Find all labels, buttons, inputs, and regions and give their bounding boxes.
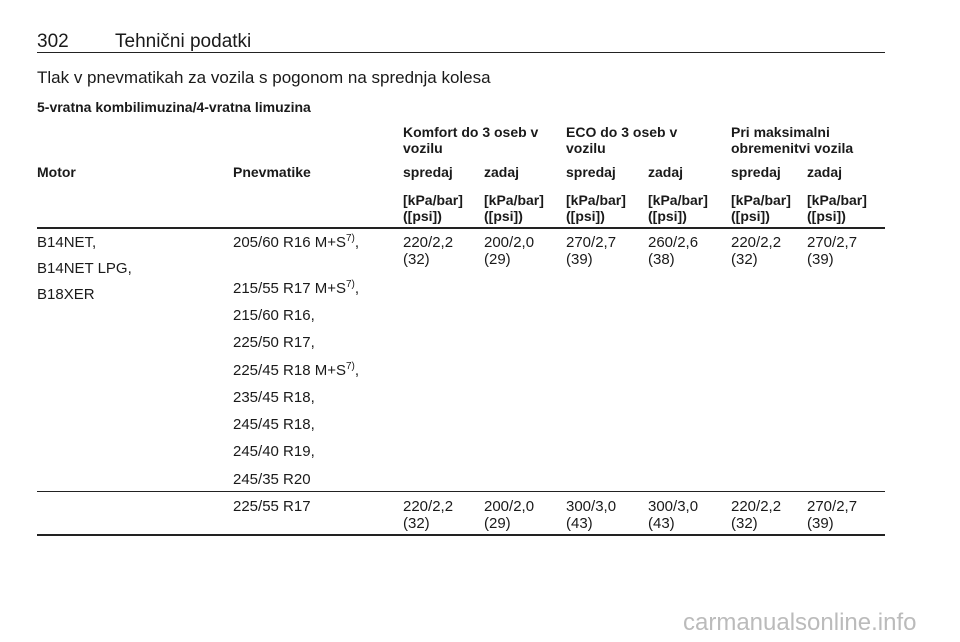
rule [37, 534, 885, 536]
pressure: (39) [566, 251, 593, 268]
unit: ([psi]) [484, 208, 523, 224]
pressure: (32) [403, 251, 430, 268]
pressure: 270/2,7 [807, 234, 858, 251]
unit: ([psi]) [807, 208, 846, 224]
tire: 235/45 R18, [233, 389, 315, 406]
motor: B14NET LPG, [37, 260, 132, 277]
pressure: (39) [807, 515, 834, 532]
unit: [kPa/bar] [731, 192, 791, 208]
tire: 225/50 R17, [233, 334, 315, 351]
pressure: 220/2,2 [403, 498, 454, 515]
unit: [kPa/bar] [484, 192, 544, 208]
footnote: 7) [346, 361, 355, 372]
punctuation: , [354, 280, 360, 297]
tire-size: 235/45 R18, [233, 389, 315, 406]
unit: [kPa/bar] [807, 192, 867, 208]
pressure: 300/3,0 [566, 498, 617, 515]
tire-size: 225/45 R18 M+S [233, 362, 346, 379]
pressure: (32) [731, 251, 758, 268]
section-title: Tehnični podatki [115, 31, 252, 52]
tire-size: 215/55 R17 M+S [233, 280, 346, 297]
punctuation: , [354, 234, 360, 251]
pressure: 260/2,6 [648, 234, 699, 251]
unit: [kPa/bar] [403, 192, 463, 208]
unit: ([psi]) [648, 208, 687, 224]
tire-size: 225/50 R17, [233, 334, 315, 351]
motor: B18XER [37, 286, 95, 303]
pressure: (39) [807, 251, 834, 268]
pressure: (29) [484, 251, 511, 268]
pressure: 300/3,0 [648, 498, 699, 515]
pressure: (32) [731, 515, 758, 532]
punctuation: , [354, 362, 360, 379]
unit: ([psi]) [731, 208, 770, 224]
footnote: 7) [346, 279, 355, 290]
title: Tlak v pnevmatikah za vozila s pogonom n… [37, 68, 491, 87]
tire: 225/45 R18 M+S7), [233, 361, 360, 380]
group-header: ECO do 3 oseb v vozilu [566, 124, 678, 156]
column-header: zadaj [648, 164, 684, 180]
group-header: Komfort do 3 oseb v vozilu [403, 124, 539, 156]
pressure: 270/2,7 [566, 234, 617, 251]
page-number: 302 [37, 31, 69, 52]
footnote: 7) [346, 233, 355, 244]
pressure: (29) [484, 515, 511, 532]
pressure: (38) [648, 251, 675, 268]
watermark: carmanualsonline.info [683, 609, 917, 636]
pressure: 220/2,2 [403, 234, 454, 251]
pressure: 200/2,0 [484, 498, 535, 515]
pressure: 270/2,7 [807, 498, 858, 515]
motor: B14NET, [37, 234, 97, 251]
unit: [kPa/bar] [566, 192, 626, 208]
column-header: spredaj [566, 164, 616, 180]
column-header: spredaj [731, 164, 781, 180]
tire-size: 225/55 R17 [233, 498, 311, 515]
tire-size: 245/40 R19, [233, 443, 315, 460]
tire-size: 205/60 R16 M+S [233, 234, 346, 251]
subtitle: 5-vratna kombilimuzina/4-vratna limuzina [37, 99, 311, 115]
column-header: Motor [37, 164, 76, 180]
column-header: zadaj [484, 164, 520, 180]
pressure: 200/2,0 [484, 234, 535, 251]
pressure: (32) [403, 515, 430, 532]
tire: 215/55 R17 M+S7), [233, 279, 360, 298]
tire: 215/60 R16, [233, 307, 315, 324]
tire-size: 245/45 R18, [233, 416, 315, 433]
tire: 245/35 R20 [233, 471, 311, 488]
unit: ([psi]) [403, 208, 442, 224]
unit: ([psi]) [566, 208, 605, 224]
tire: 205/60 R16 M+S7), [233, 233, 360, 252]
pressure: (43) [648, 515, 675, 532]
tire-size: 245/35 R20 [233, 471, 311, 488]
pressure: 220/2,2 [731, 498, 782, 515]
tire: 245/40 R19, [233, 443, 315, 460]
tire-size: 215/60 R16, [233, 307, 315, 324]
group-header: Pri maksimalni obremenitvi vozila [731, 124, 854, 156]
column-header: Pnevmatike [233, 164, 311, 180]
column-header: spredaj [403, 164, 453, 180]
rule [37, 52, 885, 53]
pressure: 220/2,2 [731, 234, 782, 251]
unit: [kPa/bar] [648, 192, 708, 208]
tire: 245/45 R18, [233, 416, 315, 433]
rule [37, 491, 885, 492]
tire: 225/55 R17 [233, 498, 311, 515]
rule [37, 227, 885, 229]
pressure: (43) [566, 515, 593, 532]
column-header: zadaj [807, 164, 843, 180]
